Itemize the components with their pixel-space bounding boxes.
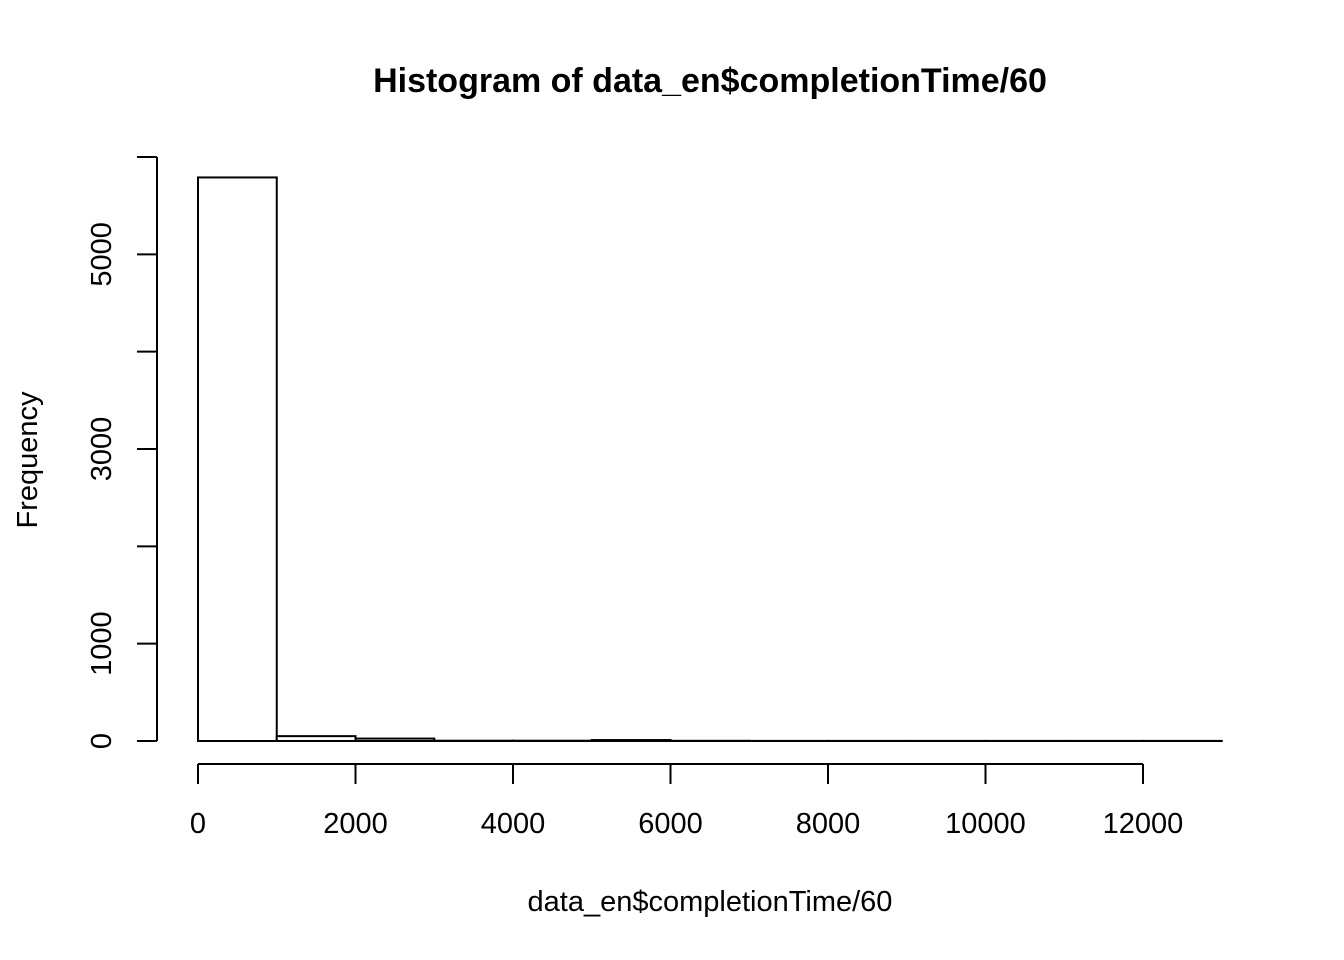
x-tick-label-3: 6000 [638, 808, 703, 840]
chart-title: Histogram of data_en$completionTime/60 [373, 62, 1047, 100]
y-tick-label-0: 0 [86, 733, 118, 749]
x-tick-label-4: 8000 [796, 808, 861, 840]
histogram-bar-0 [197, 176, 278, 742]
x-tick-label-6: 12000 [1103, 808, 1184, 840]
x-axis: 0 2000 4000 6000 8000 10000 12000 [190, 763, 1184, 840]
x-axis-label: data_en$completionTime/60 [528, 886, 893, 918]
histogram-bars [197, 176, 1223, 743]
x-tick-label-1: 2000 [323, 808, 388, 840]
y-tick-label-1: 1000 [86, 611, 118, 676]
y-tick-label-5: 5000 [86, 222, 118, 287]
x-tick-label-0: 0 [190, 808, 206, 840]
y-axis: 0 1000 3000 5000 [86, 156, 158, 749]
y-tick-label-3: 3000 [86, 417, 118, 482]
x-tick-label-2: 4000 [481, 808, 546, 840]
y-axis-label: Frequency [12, 391, 44, 529]
x-tick-label-5: 10000 [945, 808, 1026, 840]
